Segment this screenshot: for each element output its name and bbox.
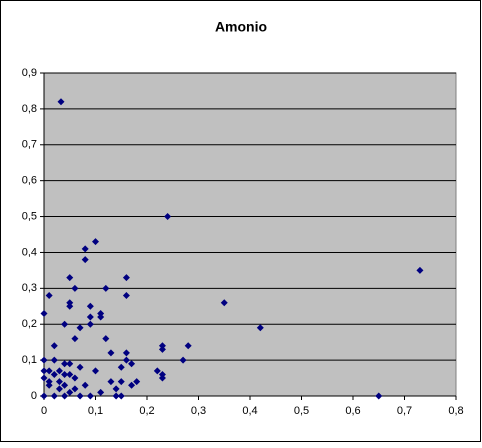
data-point [102, 284, 110, 292]
data-point [66, 302, 74, 310]
x-tick-label: 0,1 [88, 405, 103, 417]
data-point [40, 392, 48, 400]
data-point [122, 356, 130, 364]
data-point [45, 292, 53, 300]
data-point [55, 367, 63, 375]
data-point [122, 292, 130, 300]
data-point [416, 266, 424, 274]
data-point [256, 324, 264, 332]
data-point [133, 378, 141, 386]
data-point [112, 385, 120, 393]
data-point [71, 385, 79, 393]
data-point [45, 378, 53, 386]
data-point [66, 360, 74, 368]
y-tick-label: 0,2 [22, 318, 37, 330]
data-point [71, 284, 79, 292]
y-tick-label: 0,8 [22, 103, 37, 115]
plot-area [43, 72, 457, 397]
data-point [45, 367, 53, 375]
y-tick-label: 0,4 [22, 246, 37, 258]
data-point [220, 299, 228, 307]
y-tick-label: 0,3 [22, 282, 37, 294]
data-point [66, 388, 74, 396]
y-tick-label: 0,7 [22, 139, 37, 151]
data-point [40, 367, 48, 375]
x-tick-label: 0,4 [242, 405, 257, 417]
data-point [45, 381, 53, 389]
data-point [61, 392, 69, 400]
data-point [158, 342, 166, 350]
y-tick-label: 0,9 [22, 67, 37, 79]
data-point [71, 335, 79, 343]
data-point [158, 374, 166, 382]
data-point [81, 256, 89, 264]
data-point [102, 335, 110, 343]
data-point [50, 392, 58, 400]
data-point [86, 392, 94, 400]
data-point [107, 349, 115, 357]
x-tick-label: 0,3 [191, 405, 206, 417]
data-point [40, 356, 48, 364]
data-point [86, 313, 94, 321]
data-point [158, 370, 166, 378]
data-point [97, 313, 105, 321]
chart-title: Amonio [215, 19, 267, 35]
data-point [40, 309, 48, 317]
data-point [66, 274, 74, 282]
data-point [40, 374, 48, 382]
data-point [81, 245, 89, 253]
data-point [179, 356, 187, 364]
data-point [107, 378, 115, 386]
data-point [92, 238, 99, 246]
data-point [76, 324, 84, 332]
data-point [375, 392, 383, 400]
y-tick-label: 0,6 [22, 175, 37, 187]
data-point [50, 342, 58, 350]
data-point [76, 363, 84, 371]
data-point [86, 320, 94, 328]
data-point [66, 370, 74, 378]
data-point [71, 374, 79, 382]
data-point [92, 367, 99, 375]
data-point [117, 392, 125, 400]
data-point [97, 309, 105, 317]
data-point [158, 345, 166, 353]
data-point [112, 392, 120, 400]
data-point [55, 385, 63, 393]
data-point [128, 360, 136, 368]
x-tick-label: 0,6 [345, 405, 360, 417]
y-tick-label: 0,1 [22, 354, 37, 366]
data-point [55, 378, 63, 386]
data-point [76, 392, 84, 400]
data-point [66, 299, 74, 307]
data-point [61, 360, 69, 368]
data-point [122, 349, 130, 357]
data-point [97, 388, 105, 396]
data-point [61, 370, 69, 378]
data-point [153, 367, 161, 375]
x-tick-label: 0,7 [397, 405, 412, 417]
data-point [128, 381, 136, 389]
data-point [57, 98, 65, 106]
data-point [61, 381, 69, 389]
y-tick-label: 0 [31, 390, 37, 402]
x-tick-label: 0 [41, 405, 47, 417]
data-point [86, 302, 94, 310]
y-tick-label: 0,5 [22, 210, 37, 222]
data-point [122, 274, 130, 282]
data-point [117, 363, 125, 371]
x-tick-label: 0,5 [294, 405, 309, 417]
data-point [164, 213, 172, 221]
data-point [117, 378, 125, 386]
data-point [81, 381, 89, 389]
data-point [61, 320, 69, 328]
x-tick-label: 0,2 [139, 405, 154, 417]
data-point [184, 342, 192, 350]
x-tick-label: 0,8 [448, 405, 463, 417]
data-point [50, 356, 58, 364]
data-point [50, 370, 58, 378]
